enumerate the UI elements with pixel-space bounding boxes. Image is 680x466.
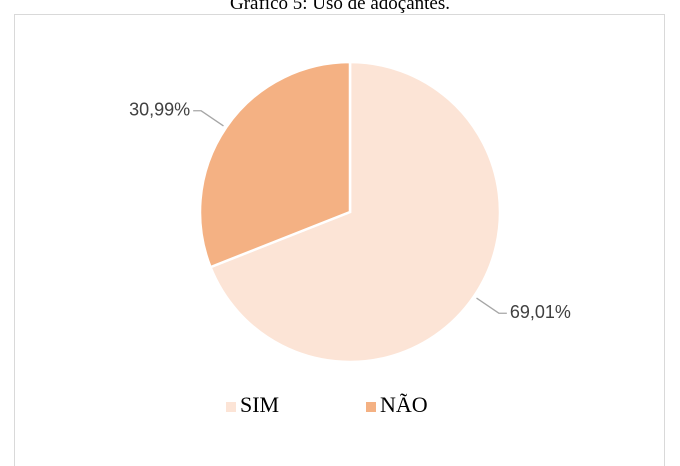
data-label: 69,01%: [510, 302, 571, 322]
leader-line: [193, 110, 224, 127]
pie-slice: [208, 60, 502, 364]
legend-label: NÃO: [380, 392, 428, 417]
pie-slice: [198, 60, 352, 269]
chart-title: Gráfico 5: Uso de adoçantes.: [230, 0, 450, 14]
legend-swatch: [366, 402, 376, 412]
data-label: 30,99%: [129, 100, 190, 120]
leader-line: [476, 297, 507, 314]
legend-swatch: [226, 402, 236, 412]
title-backdrop: [180, 0, 500, 14]
legend-label: SIM: [240, 392, 279, 417]
